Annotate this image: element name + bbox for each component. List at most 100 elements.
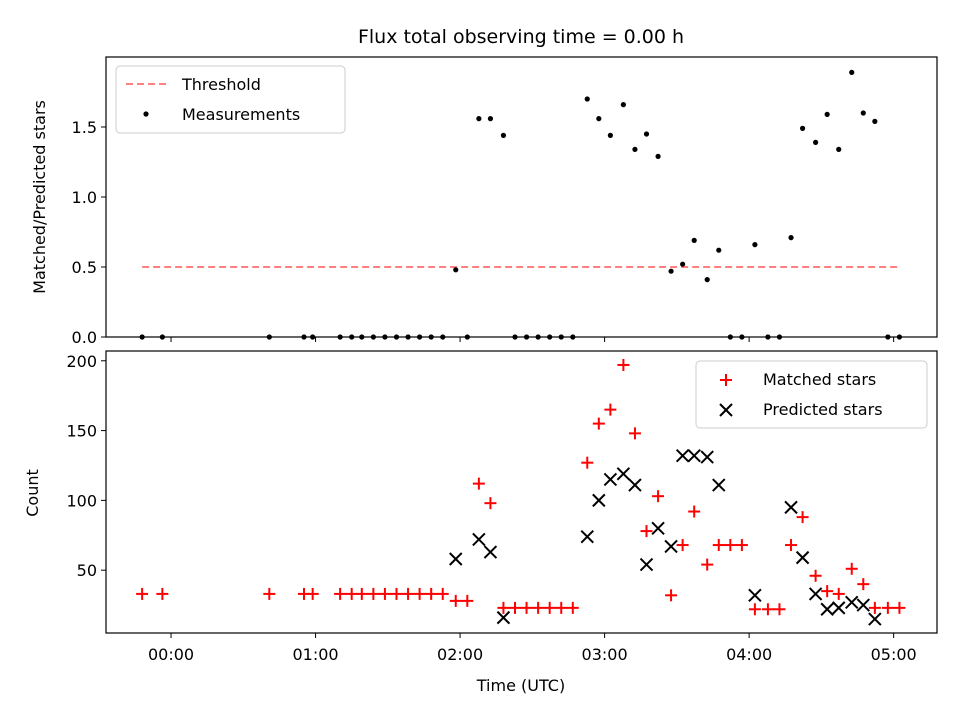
matched-star-point bbox=[263, 587, 276, 600]
matched-star-point bbox=[520, 601, 533, 614]
predicted-star-point bbox=[483, 545, 498, 559]
measurement-point bbox=[596, 116, 602, 122]
matched-star-point bbox=[425, 587, 438, 600]
matched-star-point bbox=[785, 539, 798, 552]
matched-star-point bbox=[413, 587, 426, 600]
measurement-point bbox=[476, 116, 482, 122]
matched-star-point bbox=[701, 558, 714, 571]
bottom-legend: Matched stars Predicted stars bbox=[695, 360, 928, 429]
matched-star-point bbox=[748, 603, 761, 616]
matched-star-point bbox=[592, 417, 605, 430]
predicted-star-point bbox=[856, 598, 871, 612]
predicted-star-point bbox=[628, 478, 642, 492]
predicted-star-point bbox=[820, 602, 834, 616]
top-y-tick-label: 1.0 bbox=[72, 188, 97, 207]
predicted-star-point bbox=[845, 595, 859, 609]
matched-star-point bbox=[688, 505, 701, 518]
matched-star-point bbox=[378, 587, 391, 600]
predicted-legend-label: Predicted stars bbox=[763, 400, 883, 419]
top-y-axis-label: Matched/Predicted stars bbox=[30, 100, 49, 294]
bottom-x-tick-label: 04:00 bbox=[726, 645, 772, 664]
matched-star-point bbox=[652, 490, 665, 503]
matched-star-point bbox=[367, 587, 380, 600]
matched-star-point bbox=[543, 601, 556, 614]
measurement-point bbox=[487, 116, 494, 122]
matched-star-point bbox=[306, 587, 319, 600]
count-panel: Count Time (UTC) 50 100 150 200 00:00 01:00 02… bbox=[23, 350, 938, 695]
bottom-y-tick-label: 200 bbox=[66, 352, 97, 371]
matched-star-point bbox=[676, 539, 689, 552]
matched-star-point bbox=[796, 511, 809, 524]
matched-star-point bbox=[832, 587, 845, 600]
measurement-point bbox=[836, 146, 842, 152]
predicted-star-point bbox=[664, 539, 678, 554]
matched-star-point bbox=[508, 601, 521, 614]
predicted-legend-swatch bbox=[719, 403, 733, 417]
matched-star-point bbox=[345, 587, 358, 600]
measurement-point bbox=[500, 132, 507, 138]
matched-legend-label: Matched stars bbox=[763, 370, 876, 389]
bottom-x-tick-label: 02:00 bbox=[437, 645, 483, 664]
predicted-star-point bbox=[580, 529, 594, 544]
matched-star-point bbox=[497, 601, 510, 614]
bottom-y-tick-label: 150 bbox=[66, 422, 97, 441]
matched-star-point bbox=[857, 578, 870, 591]
matched-star-point bbox=[845, 562, 858, 575]
measurement-point bbox=[691, 237, 697, 243]
predicted-star-point bbox=[651, 521, 665, 536]
measurement-point bbox=[799, 125, 806, 131]
predicted-star-point bbox=[868, 612, 882, 626]
measurement-point bbox=[704, 277, 710, 283]
measurement-point bbox=[680, 261, 686, 267]
predicted-star-point bbox=[675, 448, 690, 463]
predicted-star-point bbox=[700, 450, 714, 464]
measurement-point bbox=[849, 69, 855, 75]
bottom-legend-box bbox=[695, 360, 928, 429]
bottom-y-tick-label: 100 bbox=[66, 491, 97, 510]
predicted-star-point bbox=[784, 500, 798, 515]
measurements-legend-label: Measurements bbox=[182, 105, 300, 124]
matched-star-point bbox=[881, 601, 894, 614]
matched-star-point bbox=[773, 603, 786, 616]
matched-star-point bbox=[484, 497, 497, 510]
matched-star-point bbox=[665, 589, 678, 602]
bottom-x-tick-label: 00:00 bbox=[148, 645, 194, 664]
measurement-point bbox=[788, 235, 794, 241]
measurements-legend-swatch bbox=[143, 111, 149, 117]
bottom-y-tick-label: 50 bbox=[77, 561, 97, 580]
matched-star-point bbox=[334, 587, 347, 600]
matched-star-point bbox=[355, 587, 368, 600]
top-legend-box bbox=[115, 65, 346, 134]
matched-star-point bbox=[893, 601, 906, 614]
top-y-tick-label: 1.5 bbox=[72, 118, 97, 137]
predicted-star-point bbox=[603, 472, 618, 487]
matched-legend-swatch bbox=[720, 374, 732, 386]
bottom-plot-area bbox=[136, 358, 906, 626]
bottom-x-tick-label: 05:00 bbox=[871, 645, 917, 664]
matched-star-point bbox=[712, 539, 725, 552]
predicted-star-point bbox=[687, 448, 701, 463]
predicted-star-point bbox=[808, 587, 823, 601]
top-ticks: 0.0 0.5 1.0 1.5 bbox=[72, 118, 895, 347]
matched-star-point bbox=[604, 403, 617, 416]
matched-star-point bbox=[436, 587, 449, 600]
matched-star-point bbox=[532, 601, 545, 614]
x-axis-label: Time (UTC) bbox=[476, 676, 565, 695]
measurement-point bbox=[813, 139, 819, 145]
measurement-point bbox=[824, 111, 830, 117]
predicted-star-point bbox=[616, 467, 631, 481]
predicted-star-point bbox=[639, 557, 654, 572]
predicted-star-point bbox=[472, 532, 486, 547]
matched-star-point bbox=[566, 601, 579, 614]
predicted-star-point bbox=[748, 588, 762, 603]
bottom-axes-frame bbox=[105, 350, 938, 634]
predicted-star-point bbox=[449, 552, 463, 566]
measurement-point bbox=[584, 96, 590, 102]
predicted-star-point bbox=[832, 601, 846, 615]
predicted-star-point bbox=[712, 478, 726, 492]
matched-star-point bbox=[724, 539, 737, 552]
matched-star-point bbox=[472, 477, 485, 490]
matched-star-point bbox=[402, 587, 415, 600]
measurement-point bbox=[643, 131, 650, 137]
